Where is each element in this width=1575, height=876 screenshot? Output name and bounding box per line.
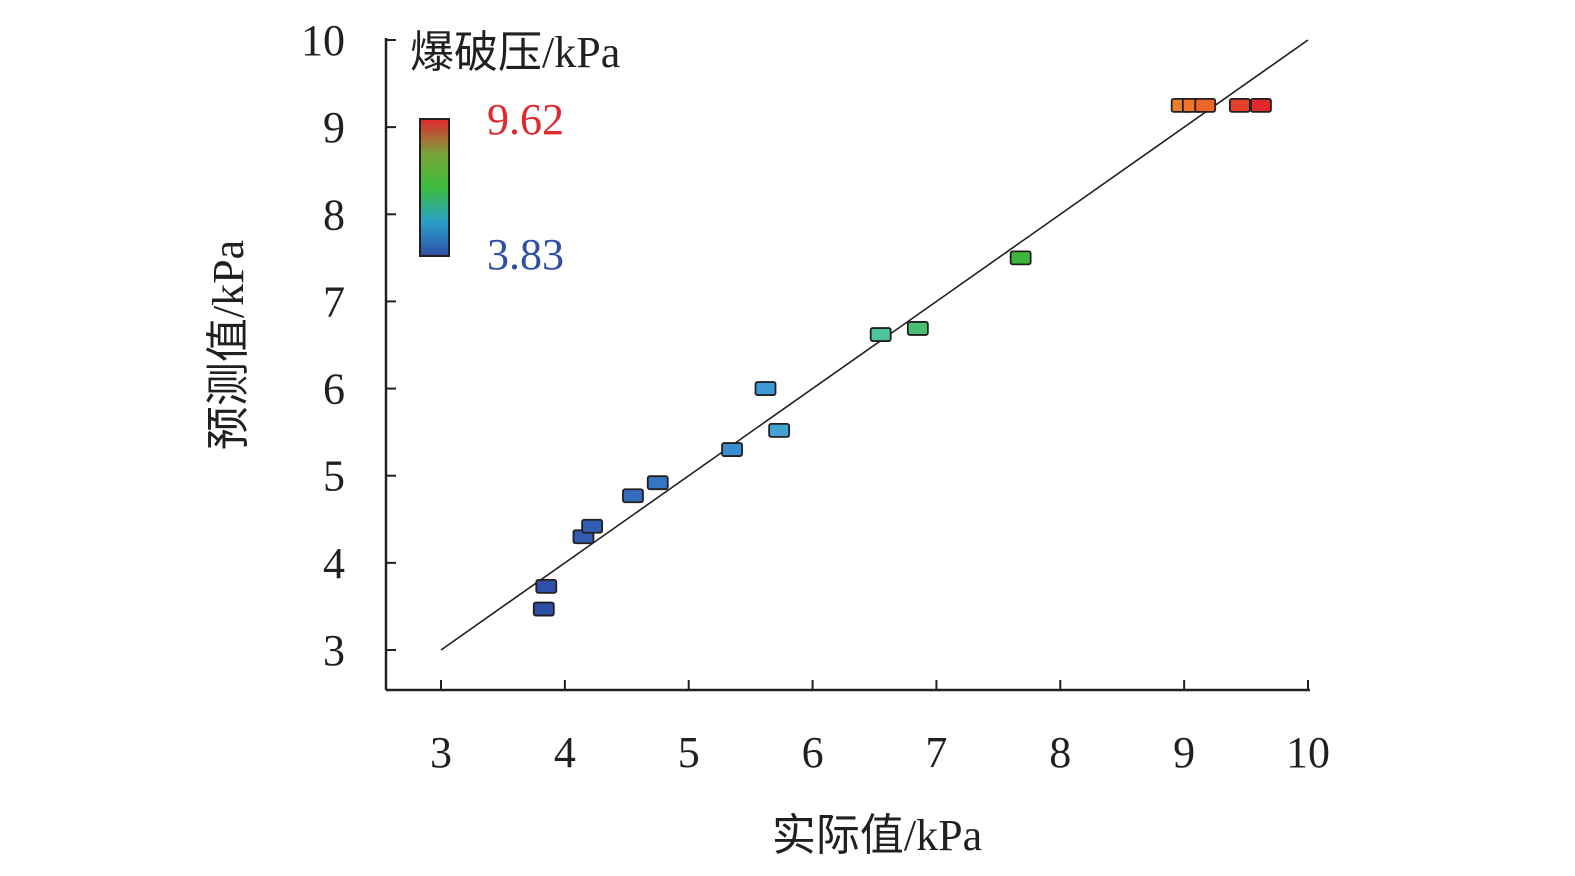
y-tick-label: 8 (323, 190, 345, 239)
data-point (869, 327, 892, 342)
data-points (532, 97, 1272, 617)
data-point (906, 321, 929, 336)
colorbar-legend: 爆破压/kPa 9.62 3.83 (410, 28, 620, 279)
data-point (532, 601, 555, 617)
colorbar-gradient (419, 118, 450, 257)
reference-line (440, 39, 1309, 651)
data-point (1009, 250, 1032, 266)
x-tick-label: 9 (1173, 728, 1195, 777)
data-point (768, 422, 791, 438)
y-tick-label: 4 (323, 539, 345, 588)
colorbar-title: 爆破压/kPa (410, 28, 620, 77)
x-tick-label: 7 (925, 728, 947, 777)
y-tick-label: 6 (323, 365, 345, 414)
x-tick-label: 4 (554, 728, 576, 777)
y-tick-label: 7 (323, 277, 345, 326)
data-point (1250, 97, 1272, 113)
y-tick-label: 10 (301, 16, 345, 65)
x-axis-title: 实际值/kPa (772, 811, 982, 860)
colorbar-max-label: 9.62 (487, 95, 564, 144)
data-point (754, 381, 777, 396)
data-point (1194, 97, 1217, 113)
data-point (721, 442, 743, 457)
data-point (646, 475, 669, 491)
axes: 3 4 5 6 7 8 9 10 3 4 5 6 7 8 9 10 (301, 16, 1330, 777)
y-tick-label: 5 (323, 452, 345, 501)
x-tick-label: 10 (1286, 728, 1330, 777)
data-point (535, 578, 558, 594)
x-tick-label: 3 (430, 728, 452, 777)
x-tick-label: 6 (802, 728, 824, 777)
x-tick-label: 8 (1049, 728, 1071, 777)
colorbar-min-label: 3.83 (487, 230, 564, 279)
x-tick-label: 5 (678, 728, 700, 777)
y-tick-label: 9 (323, 103, 345, 152)
data-point (1228, 97, 1251, 113)
data-point (622, 488, 644, 504)
y-tick-label: 3 (323, 626, 345, 675)
y-axis-title: 预测值/kPa (204, 240, 253, 450)
reference-line-layer (440, 39, 1309, 651)
data-point (581, 518, 604, 534)
